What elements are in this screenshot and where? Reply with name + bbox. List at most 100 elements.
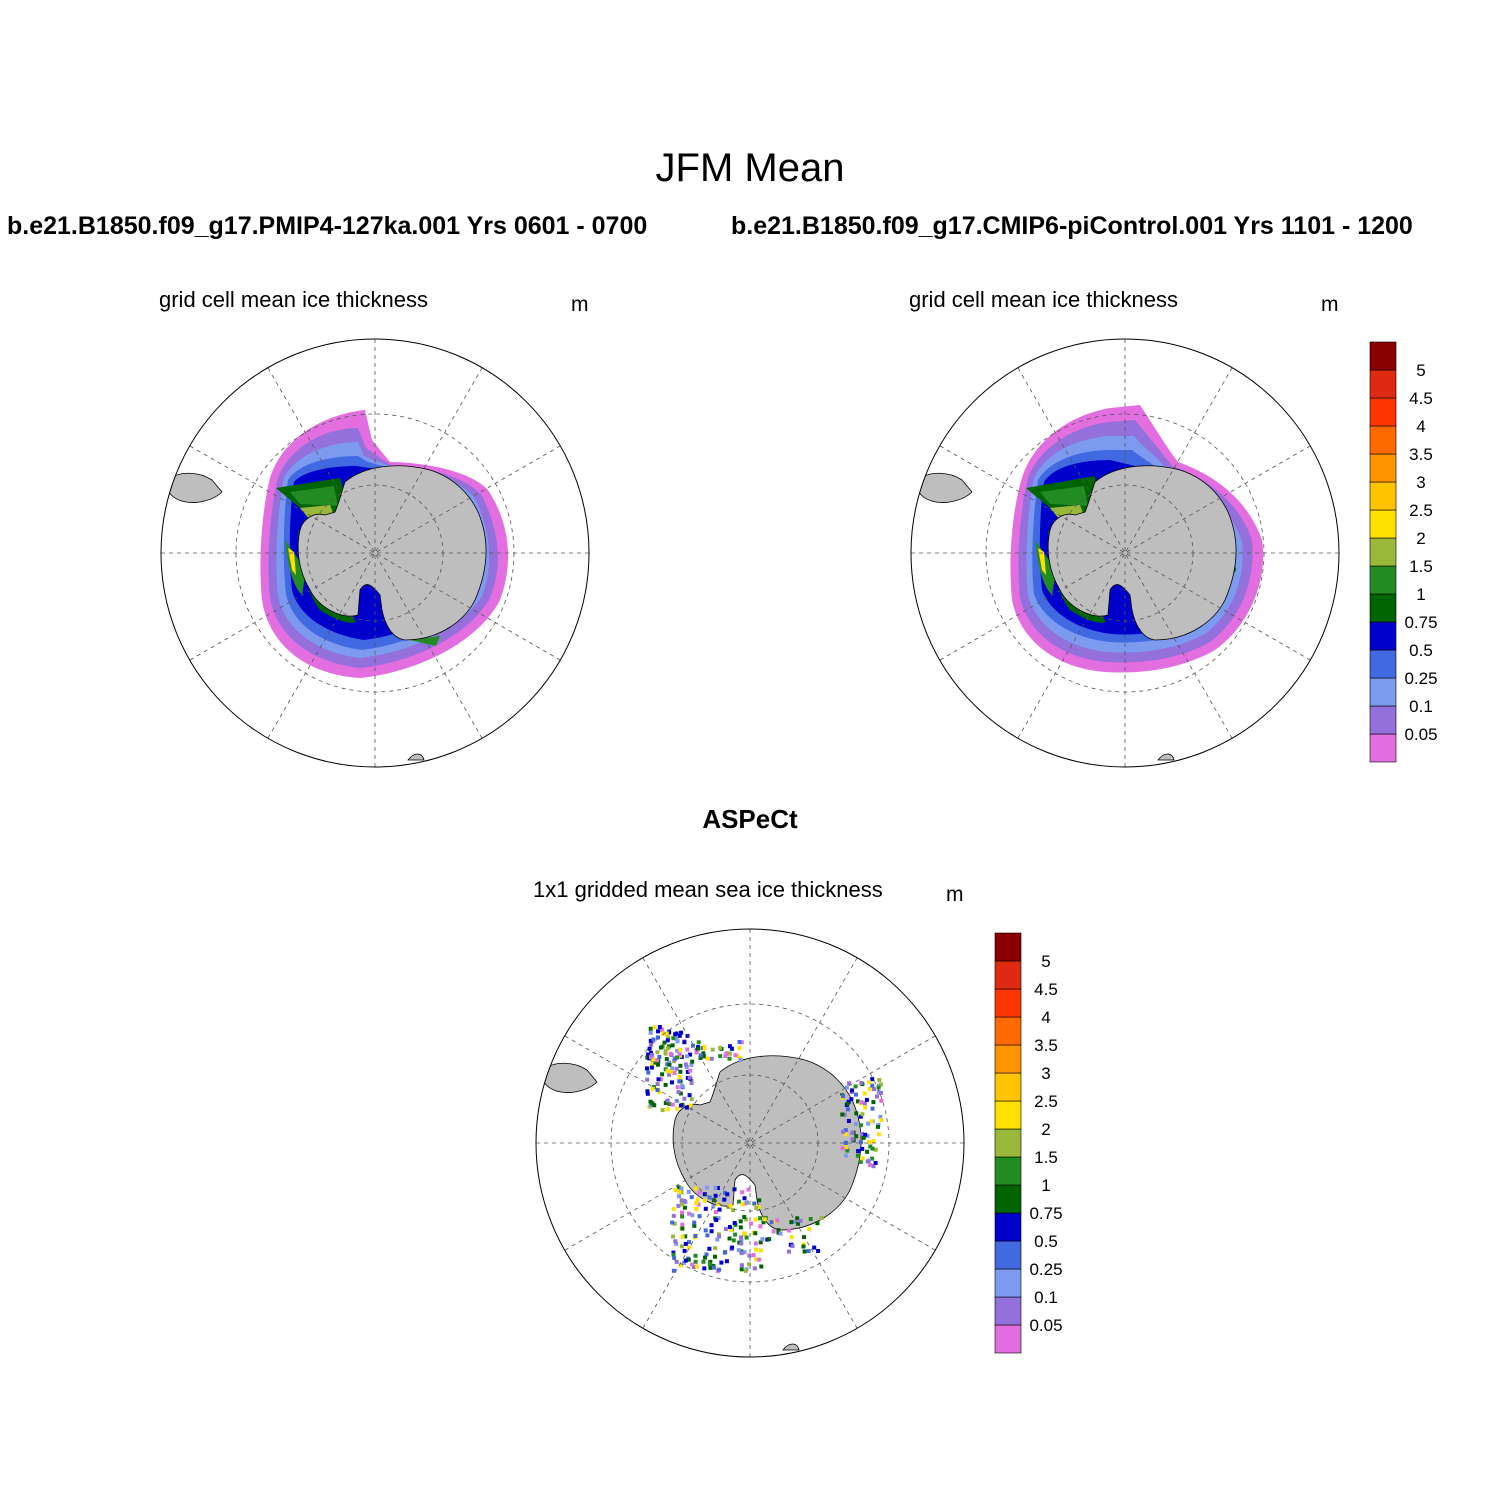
land-small-island [407, 753, 425, 761]
panel-3-title: ASPeCt [702, 804, 798, 834]
observation-cell [677, 1075, 682, 1079]
observation-cell [663, 1082, 668, 1087]
colorbar-label: 3.5 [1409, 445, 1433, 464]
observation-cell [704, 1252, 709, 1257]
observation-cell [860, 1156, 865, 1161]
observation-cell [660, 1072, 665, 1077]
colorbar-swatch [994, 1072, 1022, 1102]
observation-cell [845, 1101, 850, 1106]
observation-cell [664, 1031, 669, 1036]
observation-cell [674, 1066, 679, 1071]
observation-cell [879, 1118, 884, 1122]
observation-cell [761, 1220, 766, 1225]
observation-cell [762, 1217, 767, 1222]
observation-cell [742, 1231, 746, 1236]
observation-cell [678, 1063, 683, 1068]
observation-cell [877, 1078, 882, 1082]
observation-cell [667, 1102, 672, 1106]
observation-cell [671, 1234, 675, 1239]
colorbar-swatch [1369, 621, 1397, 651]
colorbar-label: 0.75 [1029, 1204, 1062, 1223]
observation-cell [690, 1059, 695, 1064]
colorbar-swatch [994, 960, 1022, 990]
observation-cell [651, 1057, 656, 1062]
observation-cell [652, 1025, 657, 1030]
observation-cell [690, 1043, 695, 1048]
colorbar-swatch [1369, 537, 1397, 567]
observation-cell [707, 1262, 712, 1267]
observation-cell [858, 1159, 863, 1164]
observation-cell [675, 1106, 680, 1111]
observation-cell [648, 1103, 653, 1108]
observation-cell [685, 1054, 689, 1059]
observation-cell [844, 1085, 849, 1090]
colorbar-label: 2 [1416, 529, 1425, 548]
observation-cell [694, 1049, 699, 1054]
observation-cell [665, 1107, 670, 1112]
colorbar-swatch [994, 1324, 1022, 1354]
observation-cell [669, 1069, 673, 1074]
colorbar-label: 5 [1041, 952, 1050, 971]
observation-cell [855, 1099, 860, 1104]
observation-cell [729, 1228, 734, 1233]
observation-cell [674, 1241, 679, 1246]
observation-cell [739, 1040, 744, 1045]
observation-cell [687, 1211, 692, 1216]
observation-cell [863, 1132, 868, 1137]
observation-cell [870, 1083, 875, 1088]
observation-cell [757, 1198, 762, 1203]
observation-cell [859, 1140, 863, 1145]
observation-cell [862, 1091, 867, 1096]
observation-cell [695, 1197, 700, 1202]
colorbar-swatch [1369, 425, 1397, 455]
observation-cell [703, 1206, 708, 1211]
observation-cell [671, 1207, 676, 1211]
observation-cell [687, 1240, 692, 1245]
panel-3-units: m [946, 883, 964, 906]
observation-cell [665, 1038, 670, 1043]
observation-cell [787, 1228, 792, 1233]
map-graticule [911, 339, 1339, 767]
observation-cell [876, 1122, 881, 1127]
observation-cell [771, 1229, 776, 1234]
observation-cell [877, 1132, 882, 1137]
observation-cell [687, 1075, 692, 1080]
observation-cell [691, 1265, 696, 1269]
observation-cell [806, 1249, 811, 1253]
aspect-observation-cells [645, 1025, 884, 1273]
observation-cell [682, 1260, 686, 1265]
observation-cell [646, 1070, 651, 1075]
observation-cell [666, 1035, 671, 1040]
observation-cell [719, 1260, 724, 1265]
observation-cell [701, 1051, 706, 1056]
observation-cell [663, 1049, 668, 1054]
colorbar-swatch [994, 1184, 1022, 1214]
panel-2-run-title: b.e21.B1850.f09_g17.CMIP6-piControl.001 … [731, 212, 1413, 240]
observation-cell [723, 1054, 728, 1059]
colorbar-label: 0.1 [1034, 1288, 1058, 1307]
observation-cell [685, 1047, 690, 1052]
observation-cell [702, 1266, 707, 1271]
observation-cell [650, 1086, 655, 1091]
observation-cell [678, 1103, 683, 1108]
observation-cell [878, 1114, 883, 1119]
colorbar-swatch [994, 1044, 1022, 1074]
observation-cell [801, 1244, 806, 1249]
map-panel-pmip4 [160, 338, 590, 768]
colorbar-label: 1.5 [1409, 557, 1433, 576]
observation-cell [849, 1097, 854, 1102]
observation-cell [850, 1088, 854, 1093]
map-graticule [536, 929, 964, 1357]
observation-cell [678, 1091, 683, 1096]
observation-cell [845, 1148, 850, 1153]
observation-cell [871, 1100, 876, 1105]
observation-cell [702, 1198, 707, 1203]
observation-cell [733, 1053, 738, 1058]
observation-cell [798, 1218, 803, 1223]
observation-cell [704, 1185, 709, 1190]
colorbar-label: 0.05 [1029, 1316, 1062, 1335]
observation-cell [659, 1027, 664, 1032]
observation-cell [682, 1248, 687, 1253]
observation-cell [688, 1103, 693, 1108]
observation-cell [879, 1091, 883, 1095]
